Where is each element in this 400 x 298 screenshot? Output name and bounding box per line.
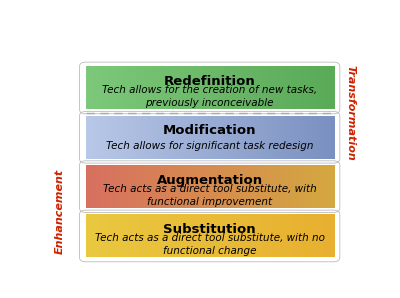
Text: Substitution: Substitution	[163, 223, 256, 236]
Text: Modification: Modification	[163, 124, 256, 137]
Text: Tech allows for significant task redesign: Tech allows for significant task redesig…	[106, 141, 314, 151]
Text: Augmentation: Augmentation	[156, 174, 263, 187]
Text: Tech acts as a direct tool substitute, with no
functional change: Tech acts as a direct tool substitute, w…	[95, 233, 325, 256]
Text: Tech allows for the creation of new tasks,
previously inconceivable: Tech allows for the creation of new task…	[102, 85, 317, 108]
Text: Tech acts as a direct tool substitute, with
functional improvement: Tech acts as a direct tool substitute, w…	[103, 184, 316, 207]
Text: Enhancement: Enhancement	[54, 169, 64, 254]
Text: Redefinition: Redefinition	[164, 75, 256, 88]
Text: Transformation: Transformation	[346, 65, 356, 161]
